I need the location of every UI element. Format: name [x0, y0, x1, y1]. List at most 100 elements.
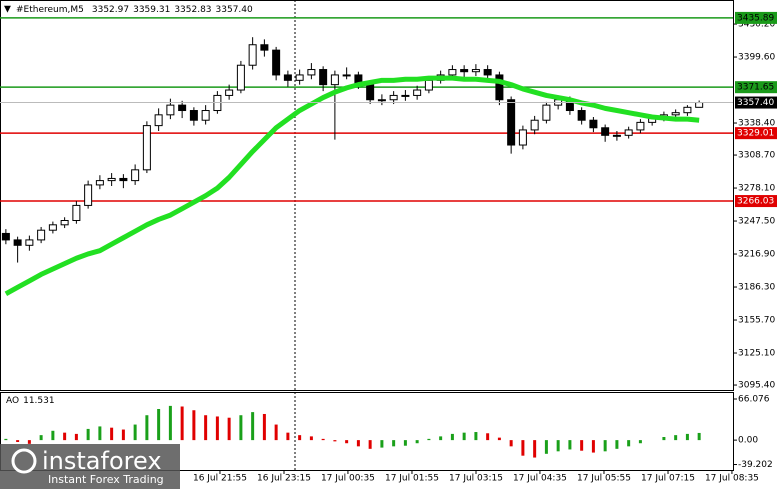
symbol: #Ethereum,M5	[16, 5, 84, 15]
level-label-bg	[735, 127, 777, 140]
candle-body	[72, 204, 81, 222]
x-tick-label: 17 Jul 04:35	[513, 474, 567, 484]
y-tick-label: 3399.60	[738, 53, 775, 63]
candle-body	[13, 239, 22, 246]
ao-tick-label: 0.00	[738, 436, 758, 446]
brand: instaforex	[42, 447, 162, 475]
current-price-bg	[735, 96, 777, 109]
candle-body	[366, 84, 375, 101]
candle-body	[518, 129, 527, 146]
candle-body	[1, 232, 10, 241]
candle-body	[495, 74, 504, 101]
candle-body	[413, 89, 422, 96]
candle-body	[612, 134, 621, 137]
watermark: instaforex Instant Forex Trading	[0, 444, 180, 489]
candle-body	[577, 110, 586, 121]
candle-body	[471, 69, 480, 73]
candle-body	[178, 104, 187, 112]
candle-body	[683, 106, 692, 114]
candle-body	[695, 102, 704, 108]
high-label: 3359.31	[133, 5, 170, 15]
slogan: Instant Forex Trading	[48, 473, 164, 486]
candle-body	[37, 229, 46, 241]
candle-body	[448, 69, 457, 76]
candle-body	[319, 69, 328, 86]
candle-body	[201, 110, 210, 121]
x-tick-label: 16 Jul 23:15	[257, 474, 311, 484]
candle-body	[307, 69, 316, 76]
x-tick-label: 17 Jul 07:15	[641, 474, 695, 484]
candle-body	[389, 94, 398, 101]
candle-body	[671, 112, 680, 116]
candle-body	[189, 110, 198, 121]
candle-body	[601, 127, 610, 136]
y-tick-label: 3247.50	[738, 217, 775, 227]
candle-body	[424, 79, 433, 91]
candle-body	[131, 169, 140, 182]
y-tick-label: 3308.70	[738, 151, 775, 161]
y-tick-label: 3125.10	[738, 349, 775, 359]
candle-body	[142, 125, 151, 171]
x-tick-label: 17 Jul 05:55	[577, 474, 631, 484]
header: #Ethereum,M5 3352.97 3359.31 3352.83 3357.40	[16, 5, 253, 15]
open-label: 3352.97	[92, 5, 129, 15]
y-tick-label: 3155.70	[738, 316, 775, 326]
header-arrow: ▼	[4, 5, 11, 15]
candle-body	[25, 239, 34, 246]
ao-title: AO 11.531	[6, 396, 55, 406]
ao-name: AO	[6, 396, 19, 406]
candle-body	[589, 119, 598, 129]
level-label: 3435.89	[737, 13, 774, 23]
x-tick-label: 17 Jul 08:35	[705, 474, 759, 484]
ao-tick-label: 66.076	[738, 394, 770, 404]
level-label-bg	[735, 195, 777, 208]
candle-body	[636, 121, 645, 131]
y-tick-label: 3216.90	[738, 250, 775, 260]
candle-body	[95, 180, 104, 186]
price-panel	[0, 0, 734, 391]
candle-body	[107, 177, 116, 182]
candle-body	[460, 69, 469, 73]
candle-body	[624, 129, 633, 136]
candle-body	[48, 224, 57, 231]
candle-body	[530, 119, 539, 131]
moving-average	[4, 75, 700, 297]
y-tick-label: 3278.10	[738, 184, 775, 194]
y-tick-label: 3430.20	[738, 20, 775, 30]
level-label: 3371.65	[737, 83, 774, 93]
logo-icon	[11, 448, 37, 474]
x-tick-label: 17 Jul 03:15	[449, 474, 503, 484]
candle-body	[225, 89, 234, 96]
candle-body	[166, 104, 175, 116]
candle-body	[154, 114, 163, 127]
level-label: 3329.01	[737, 129, 774, 139]
close-label: 3357.40	[216, 5, 253, 15]
current-price-label: 3357.40	[737, 98, 774, 108]
level-label: 3266.03	[737, 197, 774, 207]
candle-body	[507, 99, 516, 146]
candle-body	[283, 74, 292, 81]
level-label-bg	[735, 81, 777, 94]
candle-body	[236, 64, 245, 91]
ao-value: 11.531	[23, 396, 55, 406]
candle-body	[60, 220, 69, 226]
candle-body	[483, 69, 492, 76]
candle-body	[295, 74, 304, 81]
candle-body	[248, 44, 257, 66]
candle-body	[84, 184, 93, 206]
candle-body	[542, 104, 551, 121]
candle-body	[260, 44, 269, 51]
y-tick-label: 3186.30	[738, 283, 775, 293]
ao-tick-label: -39.202	[738, 460, 773, 470]
candle-body	[377, 99, 386, 102]
level-label-bg	[735, 11, 777, 24]
candle-body	[272, 49, 281, 76]
y-tick-label: 3338.40	[738, 119, 775, 129]
candle-body	[401, 94, 410, 97]
candle-body	[119, 177, 128, 182]
x-tick-label: 17 Jul 00:35	[321, 474, 375, 484]
candle-body	[330, 74, 339, 86]
low-label: 3352.83	[174, 5, 211, 15]
x-tick-label: 17 Jul 01:55	[385, 474, 439, 484]
